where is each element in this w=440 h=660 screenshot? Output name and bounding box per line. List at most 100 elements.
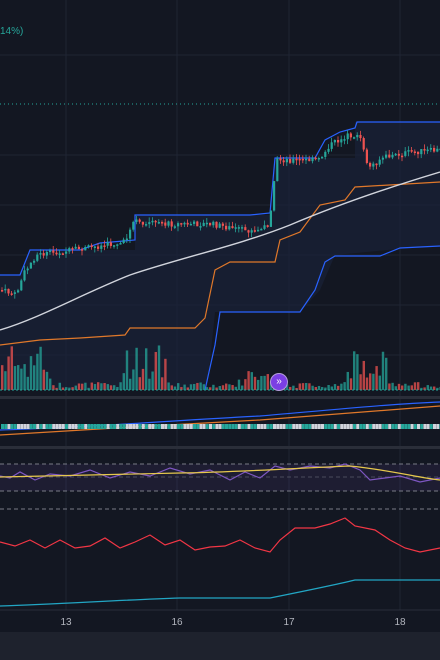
trend-strip-segment <box>388 424 392 429</box>
candle-body <box>132 221 135 230</box>
candlestick-series <box>1 130 440 299</box>
volume-bar <box>308 383 311 390</box>
volume-bar <box>247 371 250 390</box>
trend-strip-segment <box>49 424 52 429</box>
volume-bar <box>193 383 196 390</box>
trend-strip-segment <box>10 424 14 429</box>
trend-strip-segment <box>407 424 411 429</box>
trend-strip-segment <box>362 424 366 429</box>
trend-strip-segment <box>410 424 414 429</box>
time-axis[interactable] <box>0 610 440 632</box>
candle-body <box>151 220 154 223</box>
candle-body <box>413 151 416 153</box>
candle-body <box>407 150 410 152</box>
candle-body <box>74 246 77 249</box>
trend-strip-segment <box>260 424 264 429</box>
candle-body <box>106 242 109 246</box>
volume-bar <box>100 383 103 390</box>
volume-bar <box>202 384 205 390</box>
volume-bar <box>324 387 327 390</box>
volume-bar <box>407 385 410 390</box>
trend-strip-segment <box>372 424 376 429</box>
trend-strip-segment <box>263 424 267 429</box>
volume-bar <box>369 373 372 390</box>
pane-separator-2 <box>0 446 440 449</box>
trend-strip-segment <box>391 424 395 429</box>
volume-bar <box>410 385 413 390</box>
volume-bar <box>116 386 119 390</box>
candle-body <box>234 227 237 229</box>
upper-channel-line <box>0 121 440 276</box>
trend-strip-segment <box>141 424 145 429</box>
volume-bar <box>106 384 109 390</box>
volume-bar <box>263 375 266 390</box>
candle-body <box>397 153 400 156</box>
trend-strip-segment <box>314 424 318 429</box>
trend-strip-segment <box>42 424 46 429</box>
candle-body <box>388 154 391 158</box>
trend-strip-segment <box>276 424 280 429</box>
candle-body <box>26 268 29 271</box>
trend-strip-segment <box>151 424 155 429</box>
candle-body <box>317 158 320 160</box>
candle-body <box>365 149 368 163</box>
volume-bar <box>378 375 381 390</box>
volume-bar <box>122 373 125 390</box>
volume-bar <box>375 366 378 390</box>
volume-bar <box>391 382 394 390</box>
red-oscillator-line <box>0 517 440 553</box>
trend-strip-segment <box>295 424 299 429</box>
volume-bar <box>317 385 321 390</box>
volume-bar <box>93 384 97 390</box>
volume-bar <box>61 387 65 390</box>
price-change-percent: 14%) <box>0 26 24 37</box>
candle-body <box>215 221 218 228</box>
candle-body <box>362 138 365 150</box>
trend-strip-segment <box>193 424 196 429</box>
volume-bar <box>141 368 145 390</box>
candle-body <box>429 147 432 150</box>
candle-body <box>20 280 23 291</box>
trend-strip-segment <box>135 424 139 429</box>
trend-strip-segment <box>324 424 328 429</box>
candle-body <box>237 227 240 229</box>
volume-bar <box>84 382 87 390</box>
volume-bar <box>39 346 42 390</box>
candle-body <box>65 251 68 254</box>
candle-body <box>423 149 426 151</box>
candle-body <box>298 158 301 161</box>
candle-body <box>29 262 32 269</box>
volume-bar <box>113 385 116 390</box>
trend-strip-segment <box>145 424 148 429</box>
candle-body <box>17 290 20 293</box>
candle-body <box>61 253 64 255</box>
candle-body <box>205 222 208 225</box>
volume-bar <box>71 387 74 390</box>
candle-body <box>356 134 359 138</box>
scroll-to-realtime-button[interactable]: » <box>270 373 288 391</box>
candle-body <box>301 158 304 161</box>
candle-body <box>167 221 170 226</box>
trend-strip-segment <box>340 424 344 429</box>
candle-body <box>45 251 48 256</box>
trend-strip-segment <box>61 424 65 429</box>
trend-strip-segment <box>7 424 11 429</box>
candle-body <box>401 155 404 158</box>
trend-strip-segment <box>119 424 123 429</box>
volume-bar <box>7 356 10 390</box>
candle-body <box>173 226 176 228</box>
trend-strip-segment <box>183 424 187 429</box>
volume-bar <box>298 383 301 390</box>
candle-body <box>42 253 45 256</box>
volume-bar <box>148 378 151 390</box>
volume-bar <box>353 351 356 390</box>
volume-bar <box>129 378 132 390</box>
trend-strip-segment <box>218 424 222 429</box>
trend-strip-segment <box>29 424 33 429</box>
candle-body <box>260 228 263 231</box>
trend-strip-segment <box>266 424 270 429</box>
trend-strip-segment <box>343 424 347 429</box>
candle-body <box>314 157 317 160</box>
